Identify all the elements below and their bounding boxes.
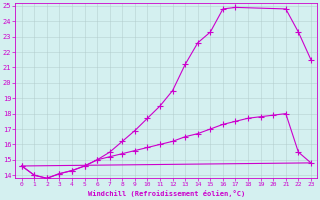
X-axis label: Windchill (Refroidissement éolien,°C): Windchill (Refroidissement éolien,°C) <box>88 190 245 197</box>
